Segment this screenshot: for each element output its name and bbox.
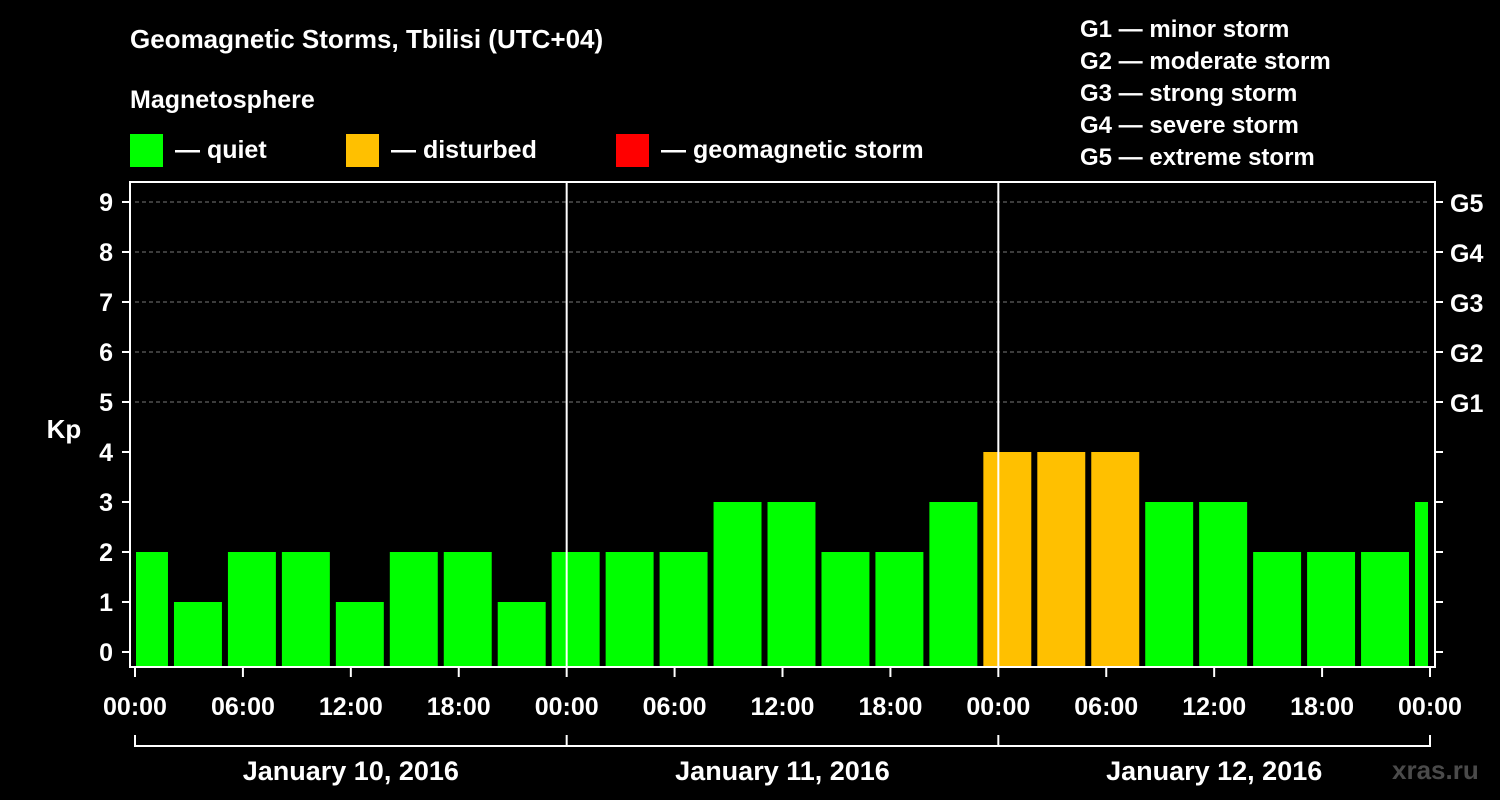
x-tick-label: 12:00 [751, 693, 815, 721]
x-tick-label: 06:00 [1074, 693, 1138, 721]
g-axis-label: G3 [1450, 290, 1483, 318]
y-tick-label: 6 [99, 339, 113, 367]
kp-bar [497, 602, 546, 667]
legend-item-quiet: — quiet [130, 134, 267, 167]
g-axis-label: G1 [1450, 390, 1483, 418]
kp-bar [136, 552, 168, 667]
kp-bar [281, 552, 330, 667]
legend-label-quiet: — quiet [175, 136, 267, 164]
kp-bar [713, 502, 762, 667]
x-tick-label: 06:00 [643, 693, 707, 721]
x-tick-label: 18:00 [427, 693, 491, 721]
legend-swatch-quiet [130, 134, 163, 167]
g-scale-row-g1: G1 — minor storm [1080, 16, 1290, 43]
y-tick-label: 0 [99, 639, 113, 667]
x-tick-label: 00:00 [966, 693, 1030, 721]
g-scale-row-g2: G2 — moderate storm [1080, 48, 1331, 75]
watermark: xras.ru [1392, 755, 1479, 785]
kp-bar [1361, 552, 1410, 667]
g-axis-label: G2 [1450, 340, 1483, 368]
kp-bar [443, 552, 492, 667]
kp-bar [605, 552, 654, 667]
kp-bar [389, 552, 438, 667]
kp-bar [1145, 502, 1194, 667]
x-tick-label: 00:00 [1398, 693, 1462, 721]
x-tick-label: 06:00 [211, 693, 275, 721]
x-tick-label: 18:00 [858, 693, 922, 721]
legend-label-storm: — geomagnetic storm [661, 136, 924, 164]
y-tick-label: 4 [99, 439, 113, 467]
kp-bar [1037, 452, 1086, 667]
g-scale-row-g5: G5 — extreme storm [1080, 144, 1315, 171]
kp-bar [1307, 552, 1356, 667]
g-axis-label: G4 [1450, 240, 1483, 268]
x-tick-label: 00:00 [535, 693, 599, 721]
y-tick-label: 3 [99, 489, 113, 517]
legend-label-disturbed: — disturbed [391, 136, 537, 164]
legend-item-disturbed: — disturbed [346, 134, 537, 167]
y-tick-label: 2 [99, 539, 113, 567]
kp-bar [173, 602, 222, 667]
legend-heading: Magnetosphere [130, 86, 315, 114]
day-label: January 12, 2016 [1106, 756, 1322, 786]
legend-item-storm: — geomagnetic storm [616, 134, 924, 167]
x-tick-label: 18:00 [1290, 693, 1354, 721]
g-scale-legend: G1 — minor storm G2 — moderate storm G3 … [1080, 14, 1331, 174]
kp-bar [227, 552, 276, 667]
day-label: January 11, 2016 [675, 756, 890, 786]
x-tick-label: 12:00 [319, 693, 383, 721]
kp-bar [1253, 552, 1302, 667]
y-tick-label: 5 [99, 389, 113, 417]
y-axis-label: Kp [47, 414, 82, 444]
kp-bar [1199, 502, 1248, 667]
x-tick-label: 00:00 [103, 693, 167, 721]
kp-bar [551, 552, 600, 667]
kp-bar [1091, 452, 1140, 667]
g-axis-label: G5 [1450, 190, 1483, 218]
legend-swatch-storm [616, 134, 649, 167]
y-tick-label: 8 [99, 239, 113, 267]
kp-bar [821, 552, 870, 667]
y-tick-label: 1 [99, 589, 113, 617]
chart-title: Geomagnetic Storms, Tbilisi (UTC+04) [130, 24, 604, 54]
x-tick-label: 12:00 [1182, 693, 1246, 721]
kp-bar [1415, 502, 1428, 667]
g-scale-row-g4: G4 — severe storm [1080, 112, 1299, 139]
kp-bar [875, 552, 924, 667]
kp-bar [983, 452, 1032, 667]
g-scale-row-g3: G3 — strong storm [1080, 80, 1298, 107]
kp-bar [929, 502, 978, 667]
kp-bar [767, 502, 816, 667]
day-label: January 10, 2016 [243, 756, 459, 786]
kp-bar [659, 552, 708, 667]
y-tick-label: 7 [99, 289, 113, 317]
legend-swatch-disturbed [346, 134, 379, 167]
kp-bar [335, 602, 384, 667]
y-tick-label: 9 [99, 189, 113, 217]
